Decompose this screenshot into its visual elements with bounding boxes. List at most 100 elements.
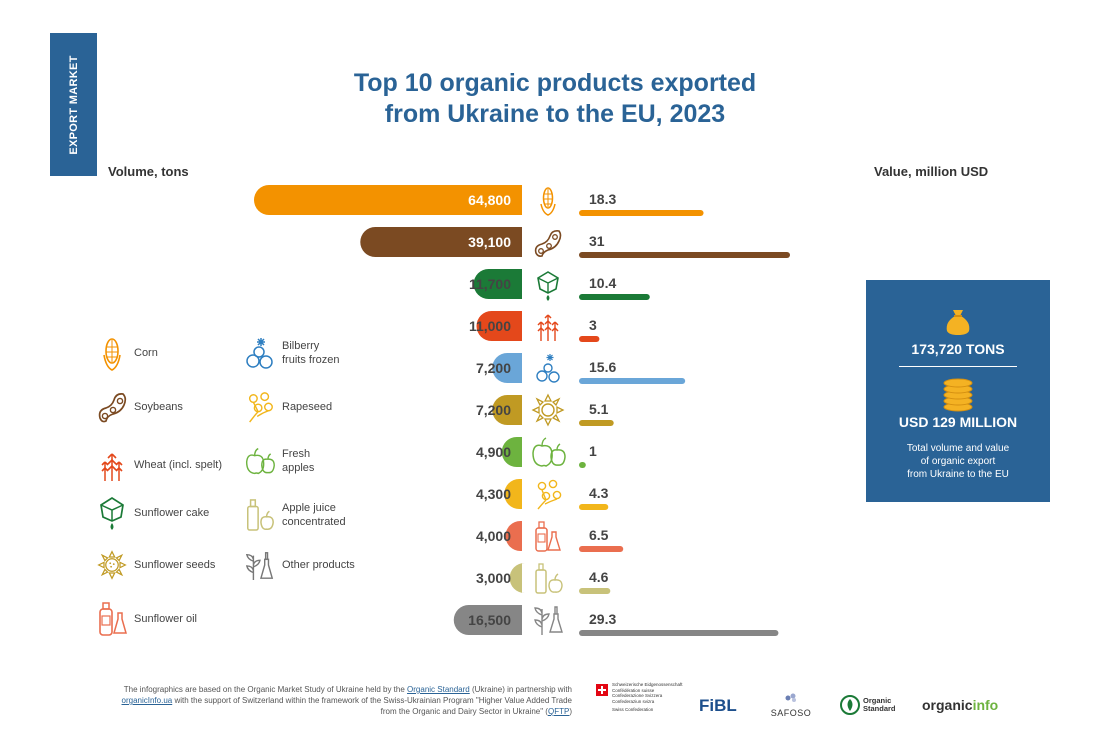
organic-standard-link[interactable]: Organic Standard [407, 685, 470, 694]
summary-note-line2: of organic export [920, 456, 996, 467]
value-bar [579, 462, 586, 468]
value-label: 29.3 [589, 611, 616, 627]
soybeans-icon [534, 230, 562, 257]
legend-sunflower-seeds-label: Sunflower seeds [134, 559, 216, 571]
volume-bar [505, 521, 522, 551]
legend-fresh-apples-line1: Fresh [282, 448, 311, 460]
footer-credits: The infographics are based on the Organi… [100, 684, 572, 717]
volume-bar [360, 227, 522, 257]
legend-sunflower-oil: Sunflower oil [96, 601, 197, 637]
legend-wheat-label: Wheat (incl. spelt) [134, 459, 223, 471]
bilberry-icon [244, 335, 276, 371]
footer-line2: organicInfo.ua with the support of Switz… [100, 695, 572, 706]
swiss-line1: Schweizerische Eidgenossenschaft [612, 682, 683, 687]
legend-wheat: Wheat (incl. spelt) [96, 447, 222, 483]
soybeans-icon [96, 389, 128, 425]
organicinfo-text-2: info [972, 697, 999, 713]
swiss-line5: Swiss Confederation [612, 707, 654, 712]
legend-sunflower-oil-label: Sunflower oil [134, 613, 197, 625]
value-label: 4.6 [589, 569, 609, 585]
sunflower-cake-icon [537, 271, 559, 301]
volume-bar [501, 437, 522, 467]
legend-fresh-apples: Fresh apples [244, 443, 314, 479]
legend-sunflower-seeds: Sunflower seeds [96, 547, 215, 583]
volume-label: 16,500 [468, 612, 511, 628]
chart-title-line1: Top 10 organic products exported [353, 69, 757, 97]
volume-label: 11,700 [469, 276, 511, 292]
other-products-icon [534, 606, 563, 635]
volume-bar [492, 353, 522, 383]
value-label: 3 [589, 317, 597, 333]
organicinfo-text-1: organic [922, 697, 973, 713]
safoso-text: SAFOSO [770, 708, 812, 718]
corn-icon [540, 187, 556, 216]
wheat-icon [96, 447, 128, 483]
legend-bilberry-line1: Bilberry [282, 340, 320, 352]
legend-bilberry-line2: fruits frozen [282, 354, 340, 366]
value-bar [579, 504, 609, 510]
value-bar [579, 378, 686, 384]
value-label: 10.4 [589, 275, 616, 291]
footer-line3: from the Organic and Dairy Sector in Ukr… [100, 706, 572, 717]
value-bar [579, 294, 650, 300]
value-label: 6.5 [589, 527, 609, 543]
legend-other-products-label: Other products [282, 559, 355, 571]
legend-apple-juice-line1: Apple juice [282, 502, 336, 514]
swiss-line2: Confédération suisse [612, 687, 655, 693]
swiss-text: Schweizerische Eidgenossenschaft Confédé… [612, 682, 683, 713]
total-tons: 173,720 TONS [911, 341, 1005, 357]
legend-fresh-apples-line2: apples [282, 462, 315, 474]
value-bar [579, 546, 624, 552]
legend-apple-juice: Apple juice concentrated [244, 497, 346, 533]
qftp-link[interactable]: QFTP [547, 707, 570, 716]
value-bar [579, 630, 779, 636]
volume-label: 4,900 [476, 444, 511, 460]
swiss-confederation-logo: Schweizerische Eidgenossenschaft Confédé… [596, 682, 686, 718]
value-bar [579, 336, 600, 342]
legend-fresh-apples-text: Fresh apples [282, 447, 314, 475]
sunflower-oil-icon [535, 521, 561, 552]
bilberry-icon [536, 354, 560, 383]
corn-icon [96, 335, 128, 371]
legend-corn-label: Corn [134, 347, 158, 359]
legend-sunflower-cake-label: Sunflower cake [134, 507, 210, 519]
total-usd: USD 129 MILLION [898, 414, 1018, 430]
volume-label: 3,000 [476, 570, 511, 586]
value-label: 31 [589, 233, 605, 249]
value-axis-label: Value, million USD [874, 164, 989, 179]
value-label: 18.3 [589, 191, 616, 207]
safoso-logo: SAFOSO [766, 690, 816, 720]
legend-soybeans-label: Soybeans [134, 401, 183, 413]
rapeseed-icon [537, 479, 562, 510]
money-bag-icon [946, 310, 970, 335]
organicinfo-link[interactable]: organicInfo.ua [121, 696, 173, 705]
rapeseed-icon [244, 389, 276, 425]
footer-text-5: ) [569, 707, 572, 716]
volume-bar [453, 605, 522, 635]
coins-icon [943, 378, 973, 412]
value-bar [579, 420, 614, 426]
volume-bar [254, 185, 522, 215]
footer-text-3: with the support of Switzerland within t… [172, 696, 572, 705]
os-line1: Organic [863, 696, 892, 705]
legend-apple-juice-text: Apple juice concentrated [282, 501, 346, 529]
footer-text-2: (Ukraine) in partnership with [469, 685, 572, 694]
os-line2: Standard [863, 704, 896, 713]
volume-bar [476, 311, 522, 341]
apple-juice-icon [535, 563, 563, 594]
swiss-line3: Confederazione Svizzera [612, 693, 663, 698]
value-label: 15.6 [589, 359, 616, 375]
summary-note-line3: from Ukraine to the EU [907, 469, 1009, 480]
footer-text-1: The infographics are based on the Organi… [123, 685, 408, 694]
volume-label: 11,000 [469, 318, 511, 334]
value-bar [579, 588, 611, 594]
volume-label: 7,200 [476, 360, 511, 376]
organic-standard-logo: Organic Standard [840, 694, 900, 718]
summary-panel: 173,720 TONS USD 129 MILLION Total volum… [866, 280, 1050, 502]
diverging-bar-chart: 64,800 18.3 39,100 31 11,700 10.4 11,000 3 7,200… [254, 185, 790, 636]
legend-soybeans: Soybeans [96, 389, 183, 425]
volume-label: 4,300 [476, 486, 511, 502]
organic-standard-mark-icon [840, 695, 860, 715]
value-label: 5.1 [589, 401, 609, 417]
volume-label: 7,200 [476, 402, 511, 418]
